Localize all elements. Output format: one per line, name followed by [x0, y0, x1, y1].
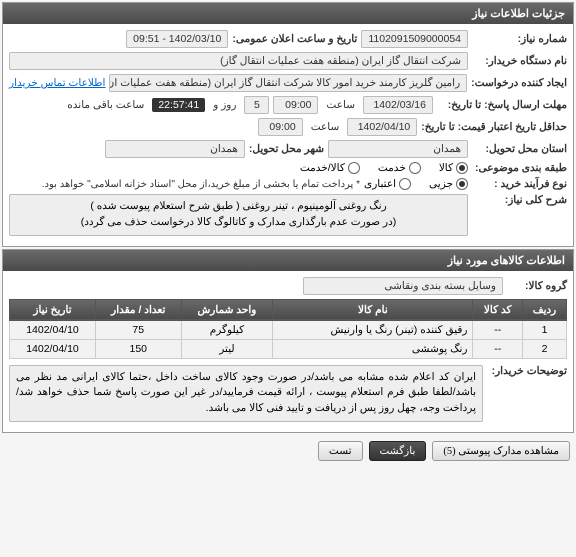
radio-etebari[interactable]: اعتباری	[364, 178, 411, 190]
remain-days: 5	[244, 96, 269, 114]
attachments-button[interactable]: مشاهده مدارک پیوستی (5)	[432, 441, 570, 461]
process-radios: جزیی اعتباری	[364, 178, 468, 190]
state-label: استان محل تحویل:	[472, 143, 567, 155]
validity-time: 09:00	[258, 118, 303, 136]
th-row: ردیف	[523, 299, 567, 320]
announce-label: تاریخ و ساعت اعلان عمومی:	[232, 33, 357, 45]
need-no: 1102091509000054	[361, 30, 468, 48]
th-date: تاریخ نیاز	[10, 299, 96, 320]
radio-jozi[interactable]: جزیی	[429, 178, 468, 190]
notes-box: ایران کد اعلام شده مشابه می باشد/در صورت…	[9, 365, 483, 422]
category-label: طبقه بندی موضوعی:	[472, 162, 567, 174]
table-row: 1 -- رقیق کننده (تینر) رنگ یا وارنیش کیل…	[10, 320, 567, 339]
radio-both[interactable]: کالا/خدمت	[300, 162, 360, 174]
th-unit: واحد شمارش	[181, 299, 273, 320]
validity-label: حداقل تاریخ اعتبار قیمت: تا تاریخ:	[421, 121, 567, 133]
state-value: همدان	[328, 140, 468, 158]
need-title-box: رنگ روغنی آلومینیوم ، تینر روغنی ( طبق ش…	[9, 194, 468, 236]
need-title-label: شرح کلی نیاز:	[472, 194, 567, 206]
category-radios: کالا خدمت کالا/خدمت	[300, 162, 468, 174]
process-note: * پرداخت تمام یا بخشی از مبلغ خرید،از مح…	[9, 179, 360, 190]
back-button[interactable]: بازگشت	[369, 441, 427, 461]
need-no-label: شماره نیاز:	[472, 33, 567, 45]
group-value: وسایل بسته بندی ونقاشی	[303, 277, 503, 295]
th-qty: تعداد / مقدار	[95, 299, 181, 320]
need-info-panel: جزئیات اطلاعات نیاز شماره نیاز: 11020915…	[2, 2, 574, 247]
footer-buttons: مشاهده مدارک پیوستی (5) بازگشت تست	[0, 435, 576, 467]
items-table: ردیف کد کالا نام کالا واحد شمارش تعداد /…	[9, 299, 567, 359]
th-name: نام کالا	[273, 299, 473, 320]
close-button[interactable]: تست	[318, 441, 363, 461]
announce-value: 1402/03/10 - 09:51	[126, 30, 228, 48]
panel1-title: جزئیات اطلاعات نیاز	[3, 3, 573, 24]
time-label2: ساعت	[311, 121, 340, 133]
table-row: 2 -- رنگ پوششی لیتر 150 1402/04/10	[10, 339, 567, 358]
group-label: گروه کالا:	[507, 280, 567, 292]
th-code: کد کالا	[473, 299, 523, 320]
city-label: شهر محل تحویل:	[249, 143, 324, 155]
remain-time: 22:57:41	[152, 98, 205, 112]
remain-l2: ساعت باقی مانده	[67, 99, 144, 111]
need-title-l2: (در صورت عدم بارگذاری مدارک و کاتالوگ کا…	[16, 215, 461, 231]
contact-link[interactable]: اطلاعات تماس خریدار	[9, 77, 105, 89]
time-label1: ساعت	[326, 99, 355, 111]
buyer-label: نام دستگاه خریدار:	[472, 55, 567, 67]
need-title-l1: رنگ روغنی آلومینیوم ، تینر روغنی ( طبق ش…	[16, 199, 461, 215]
creator-value: رامین گلریز کارمند خرید امور کالا شرکت ا…	[109, 74, 467, 92]
deadline-label: مهلت ارسال پاسخ: تا تاریخ:	[437, 99, 567, 111]
items-panel: اطلاعات کالاهای مورد نیاز گروه کالا: وسا…	[2, 249, 574, 433]
buyer-value: شرکت انتقال گاز ایران (منطقه هفت عملیات …	[9, 52, 468, 70]
remain-l1: روز و	[213, 99, 236, 111]
deadline-date: 1402/03/16	[363, 96, 433, 114]
validity-date: 1402/04/10	[347, 118, 417, 136]
creator-label: ایجاد کننده درخواست:	[471, 77, 567, 89]
city-value: همدان	[105, 140, 245, 158]
process-label: نوع فرآیند خرید :	[472, 178, 567, 190]
panel2-title: اطلاعات کالاهای مورد نیاز	[3, 250, 573, 271]
notes-label: توضیحات خریدار:	[487, 365, 567, 377]
deadline-time: 09:00	[273, 96, 318, 114]
radio-kala[interactable]: کالا	[439, 162, 468, 174]
radio-khedmat[interactable]: خدمت	[378, 162, 421, 174]
